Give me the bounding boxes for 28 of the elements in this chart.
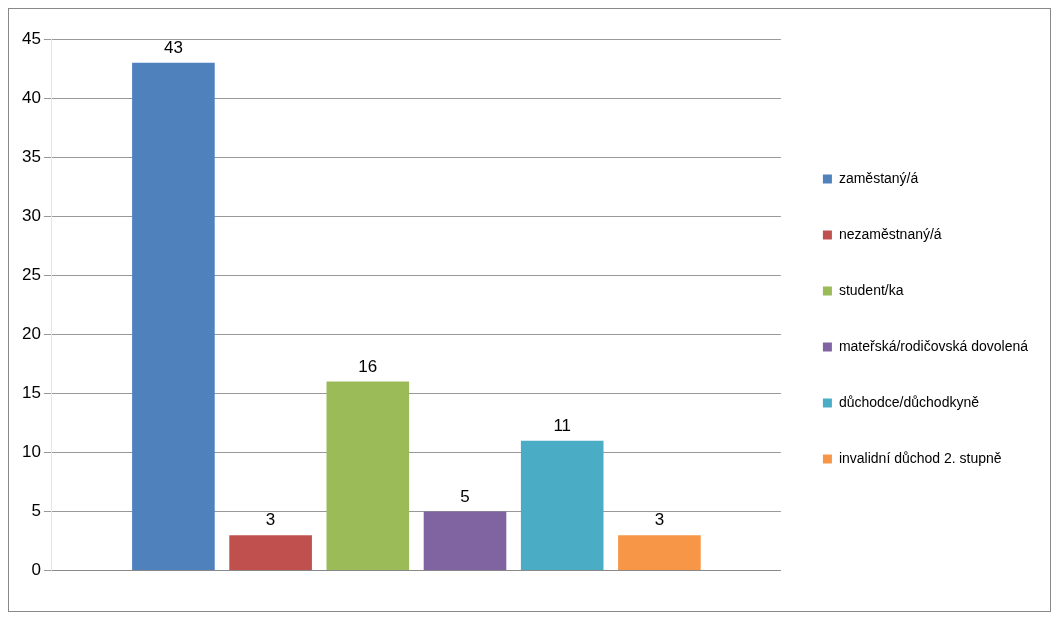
y-tick-label: 0	[31, 560, 41, 580]
y-tick-label: 35	[21, 146, 41, 166]
data-label: 16	[358, 356, 378, 376]
bar	[326, 381, 410, 571]
data-label: 3	[654, 510, 665, 530]
legend-label: nezaměstnaný/á	[838, 225, 942, 242]
data-label: 11	[553, 415, 572, 435]
legend-label: invalidní důchod 2. stupně	[838, 449, 1002, 466]
y-tick-label: 20	[21, 324, 41, 344]
y-tick-label: 40	[21, 87, 41, 107]
y-tick-label: 5	[31, 501, 41, 521]
bar	[229, 535, 312, 571]
legend-label: student/ka	[838, 281, 904, 298]
y-tick-label: 25	[21, 264, 41, 284]
data-label: 5	[460, 486, 470, 506]
y-tick-label: 30	[21, 205, 41, 225]
legend-label: mateřská/rodičovská dovolená	[838, 337, 1029, 354]
y-tick-label: 10	[21, 442, 41, 462]
data-label: 43	[163, 37, 183, 57]
y-tick-label: 15	[21, 383, 41, 403]
data-label: 3	[265, 510, 276, 530]
bar	[132, 62, 215, 571]
bar	[618, 535, 701, 571]
legend-label: zaměstaný/á	[838, 169, 919, 186]
bar	[520, 440, 604, 571]
legend-label: důchodce/důchodkyně	[838, 393, 980, 410]
bar	[423, 511, 507, 571]
y-tick-label: 45	[21, 28, 41, 48]
